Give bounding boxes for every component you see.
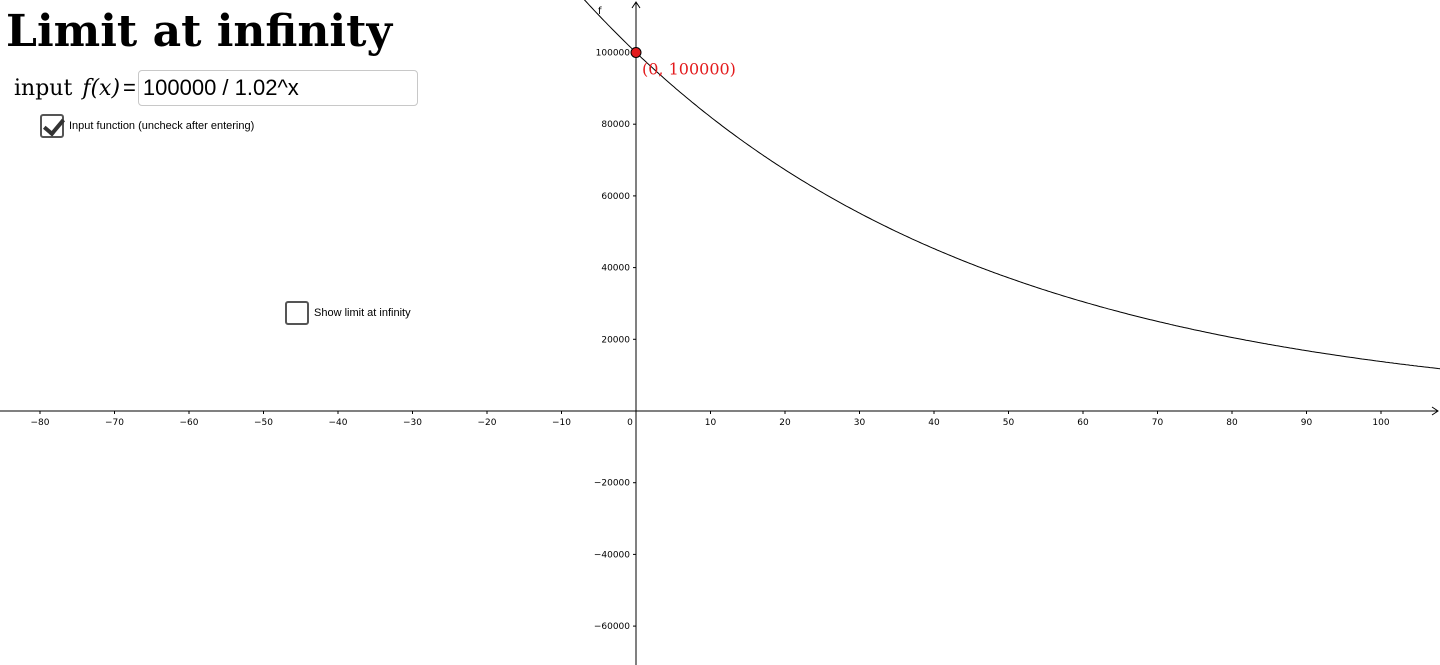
y-axis-arrow	[631, 1, 641, 9]
x-tick-label: −40	[329, 418, 348, 428]
show-limit-checkbox-row[interactable]: Show limit at infinity	[285, 301, 411, 325]
y-tick-label: 60000	[601, 192, 630, 202]
y-tick-label: −40000	[594, 550, 630, 560]
page-title: Limit at infinity	[6, 6, 393, 57]
function-input-row: input f(x) =	[14, 68, 418, 108]
show-limit-checkbox[interactable]	[285, 301, 309, 325]
y-tick-label: 20000	[601, 335, 630, 345]
x-tick-label: 80	[1226, 418, 1238, 428]
x-tick-label: 100	[1372, 418, 1389, 428]
x-tick-label: 0	[627, 418, 633, 428]
function-curve[interactable]	[568, 0, 1440, 370]
input-label: input f(x)	[14, 76, 120, 101]
input-function-checkbox-row[interactable]: Input function (uncheck after entering)	[40, 113, 255, 138]
y-tick-label: −60000	[594, 622, 630, 632]
input-label-fx: f(x)	[82, 75, 121, 101]
input-function-checkbox-label: Input function (uncheck after entering)	[69, 120, 255, 132]
x-tick-label: −60	[180, 418, 199, 428]
x-tick-label: 70	[1152, 418, 1164, 428]
y-tick-label: 80000	[601, 120, 630, 130]
y-tick-label: −20000	[594, 479, 630, 489]
point-label: (0, 100000)	[642, 60, 736, 79]
function-input-field[interactable]	[137, 70, 418, 106]
x-tick-label: −50	[254, 418, 273, 428]
x-tick-label: 50	[1003, 418, 1015, 428]
x-tick-label: −20	[478, 418, 497, 428]
function-label: f	[598, 6, 602, 17]
x-tick-label: 40	[928, 418, 940, 428]
input-label-prefix: input	[14, 75, 73, 101]
y-tick-label: 40000	[601, 264, 630, 274]
x-tick-label: −10	[552, 418, 571, 428]
x-tick-label: 10	[705, 418, 717, 428]
x-tick-label: 60	[1077, 418, 1089, 428]
x-tick-label: −70	[105, 418, 124, 428]
x-tick-label: −80	[31, 418, 50, 428]
point-on-curve[interactable]	[630, 47, 642, 58]
x-tick-label: −30	[403, 418, 422, 428]
x-tick-label: 90	[1301, 418, 1313, 428]
equals-sign: =	[123, 75, 136, 100]
show-limit-checkbox-label: Show limit at infinity	[314, 307, 411, 319]
checkmark-icon	[42, 113, 66, 137]
x-axis-arrow	[1431, 406, 1439, 416]
input-function-checkbox[interactable]	[40, 113, 66, 138]
y-tick-label: 100000	[596, 49, 631, 59]
axis-ticks: −80 −70 −60 −50 −40 −30 −20 −10 0 10 20 30 40 50 60 70 8…	[31, 49, 1390, 633]
x-tick-label: 30	[854, 418, 866, 428]
x-tick-label: 20	[779, 418, 791, 428]
